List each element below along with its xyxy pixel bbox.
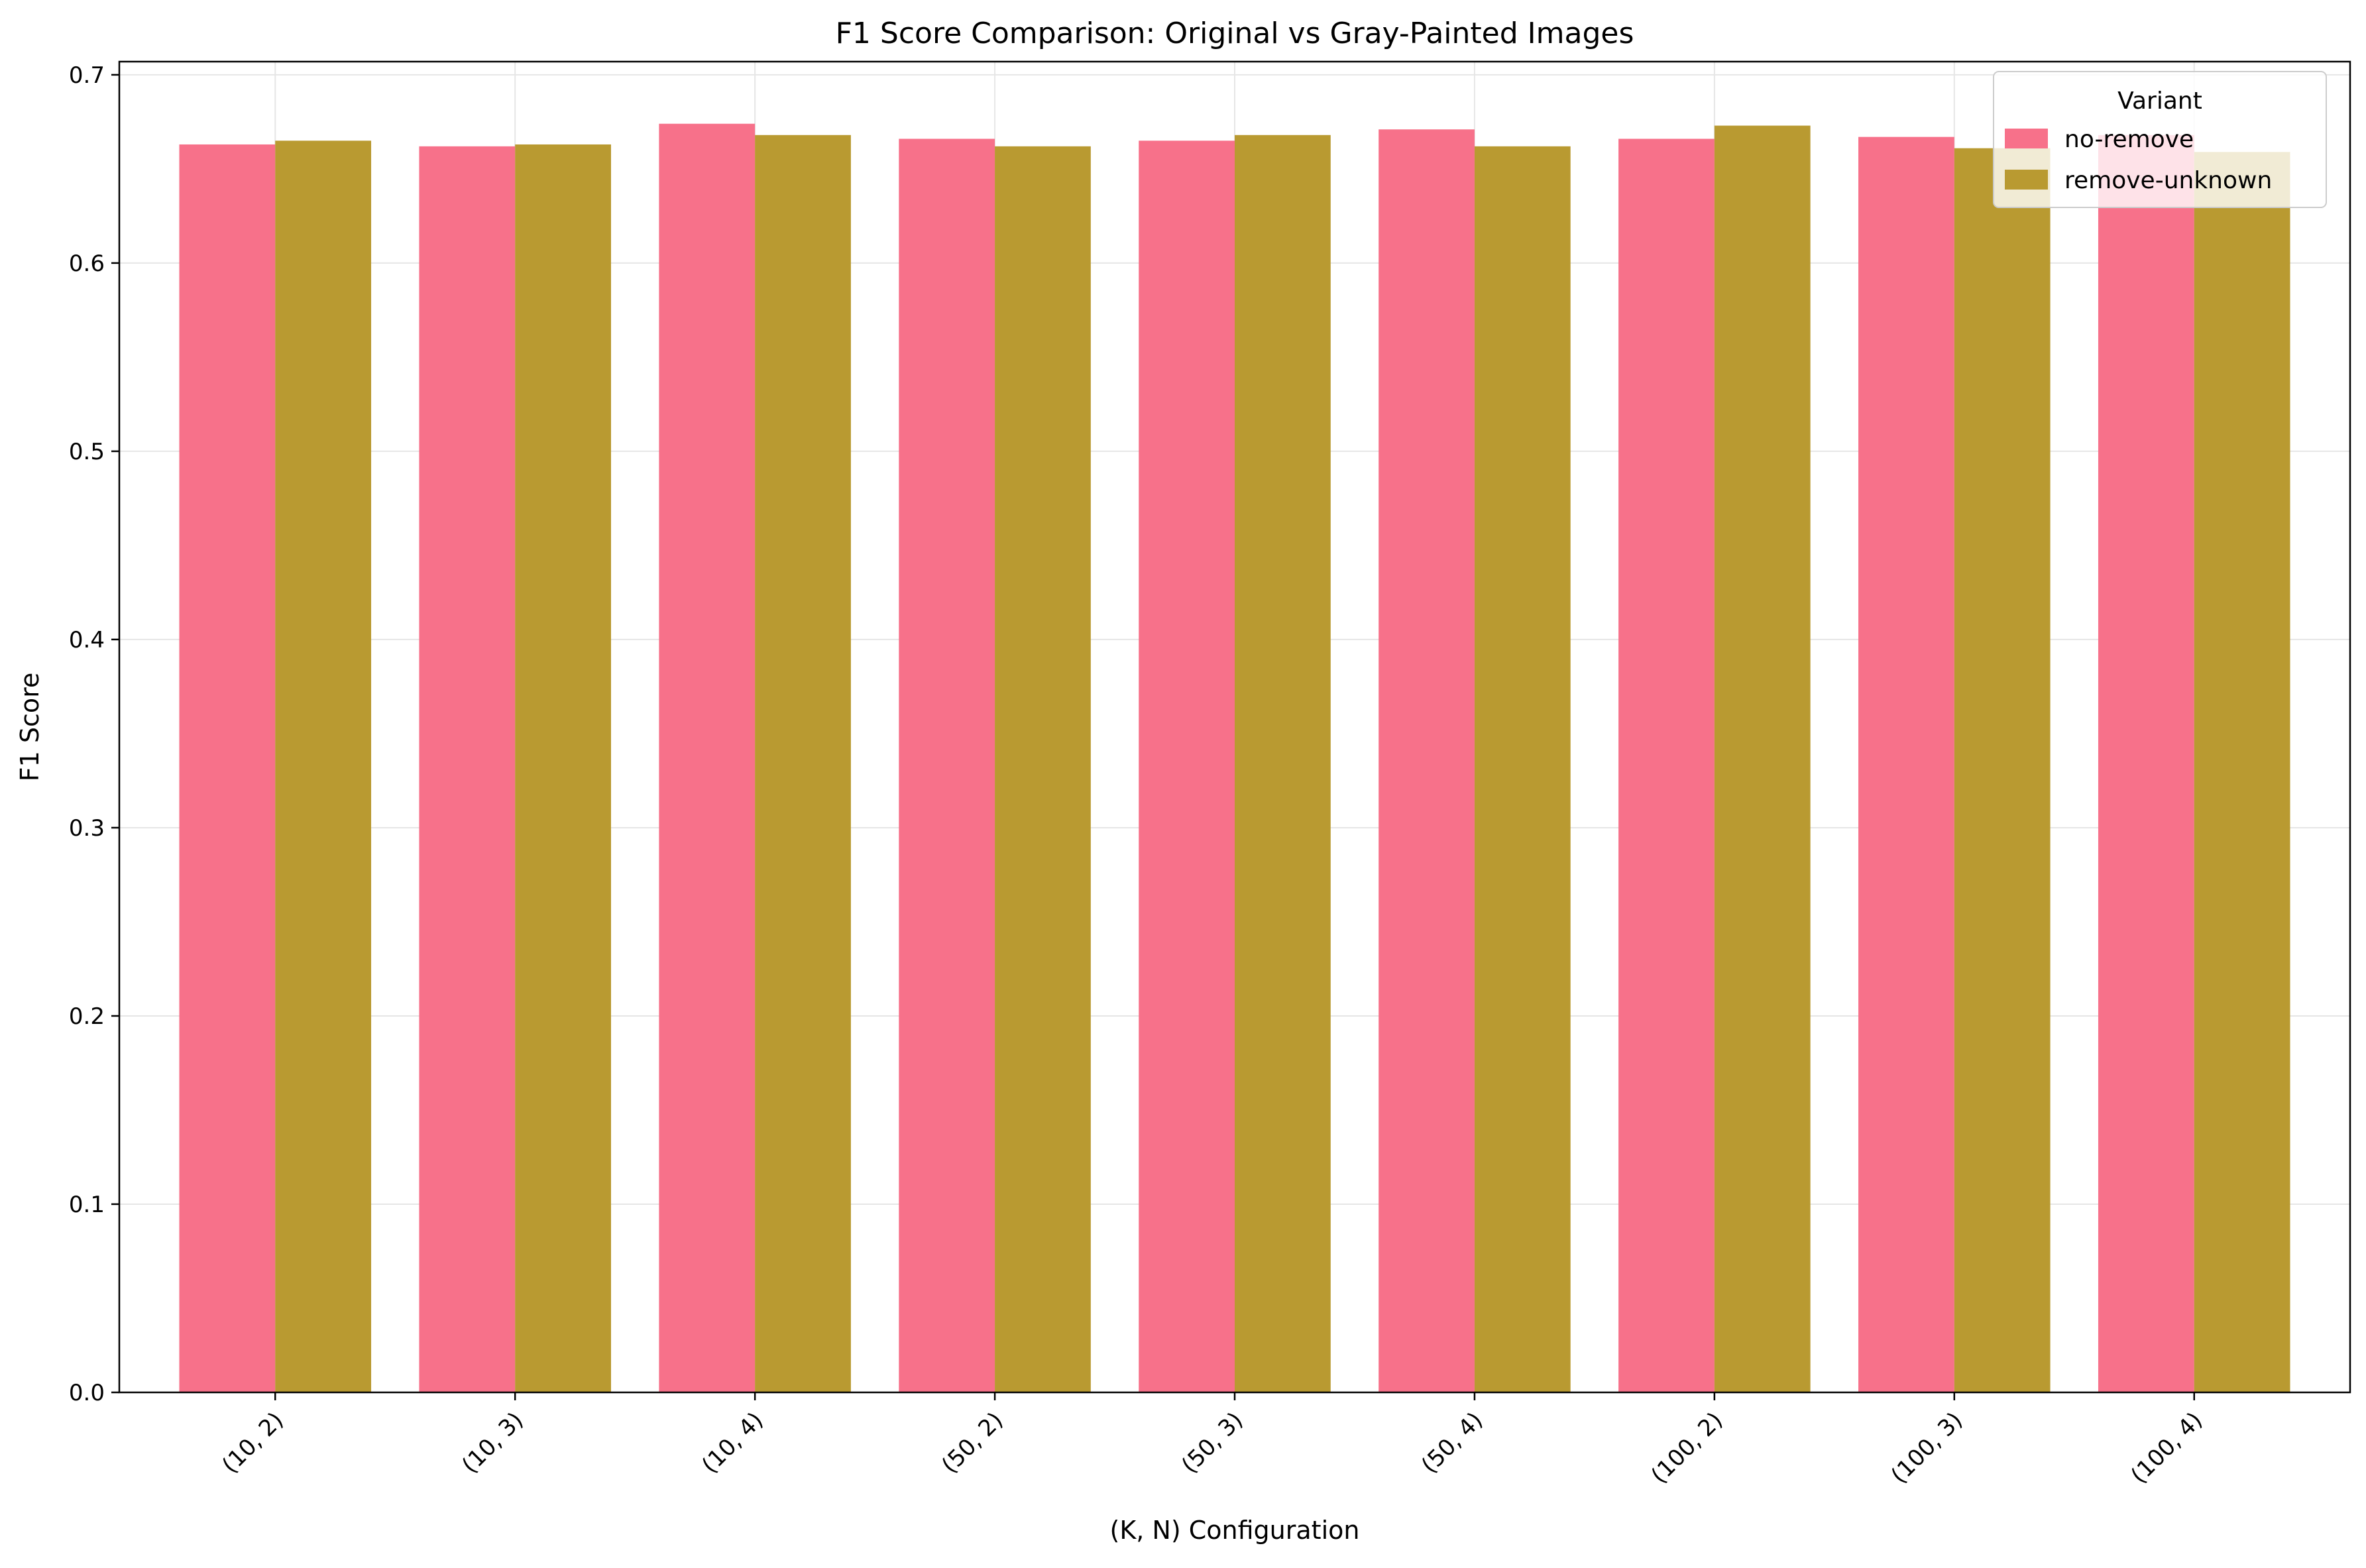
bar-remove-unknown-1 <box>515 144 611 1392</box>
legend-swatch-remove-unknown <box>2005 170 2048 190</box>
bar-no-remove-2 <box>659 123 756 1393</box>
y-tick-label: 0.7 <box>69 62 105 89</box>
chart-title: F1 Score Comparison: Original vs Gray-Pa… <box>836 17 1634 50</box>
y-axis-ticks: 0.0 0.1 0.2 0.3 0.4 0.5 0.6 0.7 <box>69 62 119 1406</box>
x-axis-label: (K, N) Configuration <box>1110 1516 1360 1545</box>
legend-label-remove-unknown: remove-unknown <box>2064 167 2272 194</box>
y-tick-label: 0.2 <box>69 1003 105 1030</box>
bar-remove-unknown-8 <box>2194 152 2290 1393</box>
bar-remove-unknown-5 <box>1474 146 1571 1393</box>
bar-remove-unknown-2 <box>755 135 851 1393</box>
bar-remove-unknown-3 <box>995 146 1091 1393</box>
bar-remove-unknown-7 <box>1954 148 2051 1392</box>
bar-remove-unknown-4 <box>1235 135 1331 1393</box>
y-tick-label: 0.5 <box>69 439 105 465</box>
bar-remove-unknown-6 <box>1714 125 1811 1392</box>
legend-box <box>1993 71 2327 208</box>
y-tick-label: 0.4 <box>69 627 105 653</box>
legend: Variant no-remove remove-unknown <box>1993 71 2327 208</box>
bar-no-remove-4 <box>1139 140 1235 1393</box>
bar-no-remove-7 <box>1858 137 1954 1392</box>
y-tick-label: 0.0 <box>69 1380 105 1406</box>
bar-no-remove-8 <box>2098 135 2194 1393</box>
bar-no-remove-3 <box>899 139 995 1392</box>
y-tick-label: 0.3 <box>69 815 105 842</box>
bar-no-remove-1 <box>419 146 516 1393</box>
bar-no-remove-0 <box>179 144 276 1392</box>
y-tick-label: 0.1 <box>69 1192 105 1218</box>
legend-swatch-no-remove <box>2005 129 2048 148</box>
bar-remove-unknown-0 <box>275 140 372 1393</box>
bars <box>179 123 2290 1393</box>
legend-label-no-remove: no-remove <box>2064 126 2194 153</box>
legend-title: Variant <box>2117 87 2202 115</box>
bar-no-remove-5 <box>1379 129 1475 1393</box>
bar-no-remove-6 <box>1618 139 1715 1392</box>
y-axis-label: F1 Score <box>15 673 44 782</box>
y-tick-label: 0.6 <box>69 251 105 277</box>
